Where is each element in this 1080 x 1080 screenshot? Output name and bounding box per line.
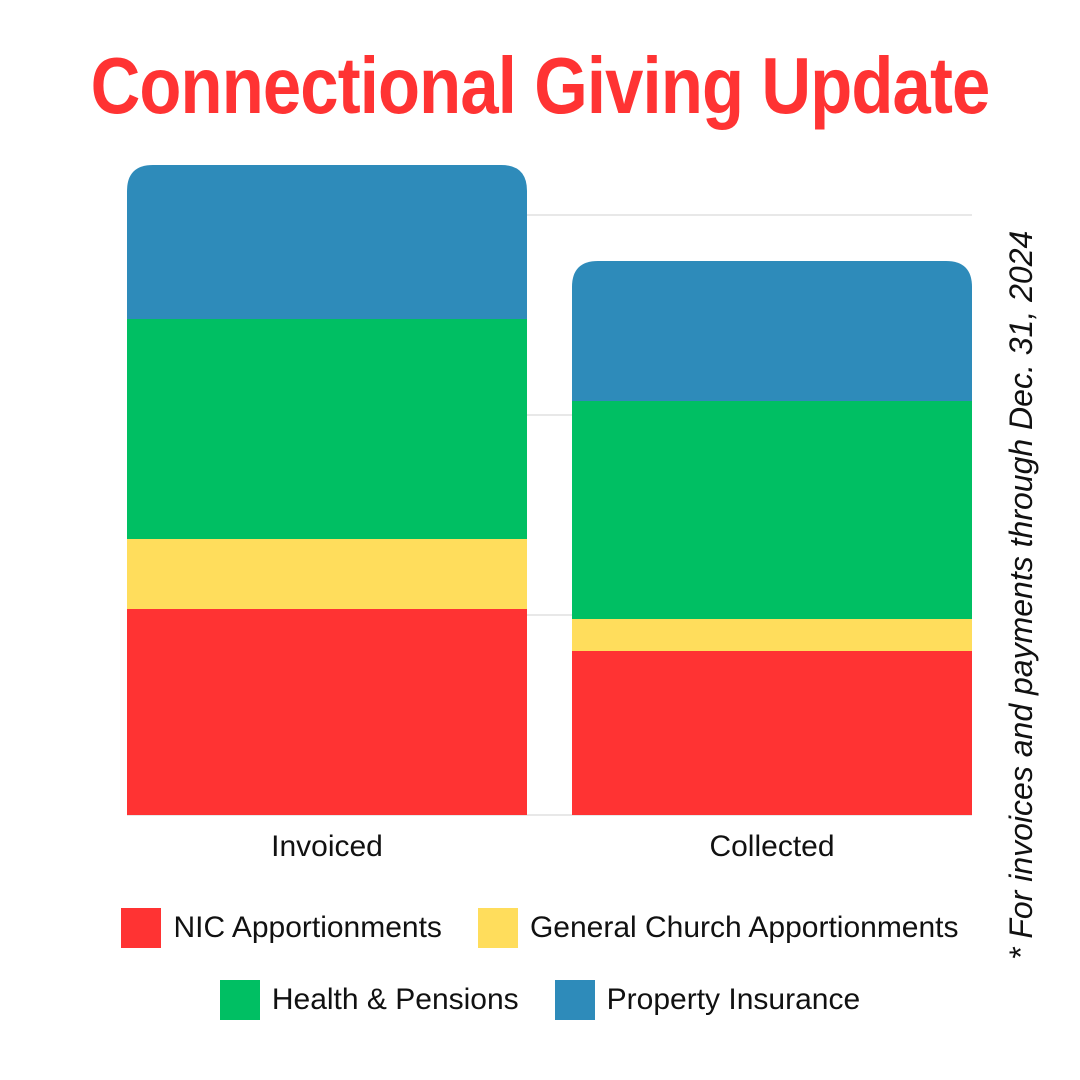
bar-collected-health-pensions (572, 401, 972, 619)
legend-swatch-property-insurance (554, 980, 595, 1020)
legend-row: NIC Apportionments General Church Apport… (0, 900, 1080, 956)
chart-title: Connectional Giving Update (90, 41, 991, 130)
legend-label: General Church Apportionments (529, 911, 959, 944)
legend-swatch-general-church (477, 908, 518, 948)
bar-collected-property-insurance (572, 261, 972, 401)
legend-item-health-pensions: Health & Pensions (219, 980, 519, 1020)
bar-invoiced-property-insurance (127, 165, 527, 319)
legend-label: NIC Apportionments (173, 911, 442, 944)
legend-item-property-insurance: Property Insurance (554, 980, 861, 1020)
stacked-bar-chart: Invoiced Collected (127, 165, 972, 863)
legend-item-general-church: General Church Apportionments (477, 908, 959, 948)
category-labels: Invoiced Collected (271, 830, 834, 863)
legend: NIC Apportionments General Church Apport… (0, 900, 1080, 1044)
bar-invoiced-general-church (127, 539, 527, 609)
bar-invoiced-nic (127, 609, 527, 815)
legend-label: Property Insurance (606, 983, 861, 1016)
bar-collected-nic (572, 651, 972, 815)
category-label-collected: Collected (709, 830, 834, 863)
bar-collected-general-church (572, 619, 972, 651)
legend-label: Health & Pensions (271, 983, 519, 1016)
legend-swatch-health-pensions (219, 980, 260, 1020)
legend-swatch-nic (121, 908, 162, 948)
bar-invoiced-health-pensions (127, 319, 527, 539)
date-footnote: * For invoices and payments through Dec.… (1003, 230, 1039, 960)
category-label-invoiced: Invoiced (271, 830, 383, 863)
legend-row: Health & Pensions Property Insurance (0, 972, 1080, 1028)
bars (127, 165, 972, 815)
legend-item-nic: NIC Apportionments (121, 908, 442, 948)
